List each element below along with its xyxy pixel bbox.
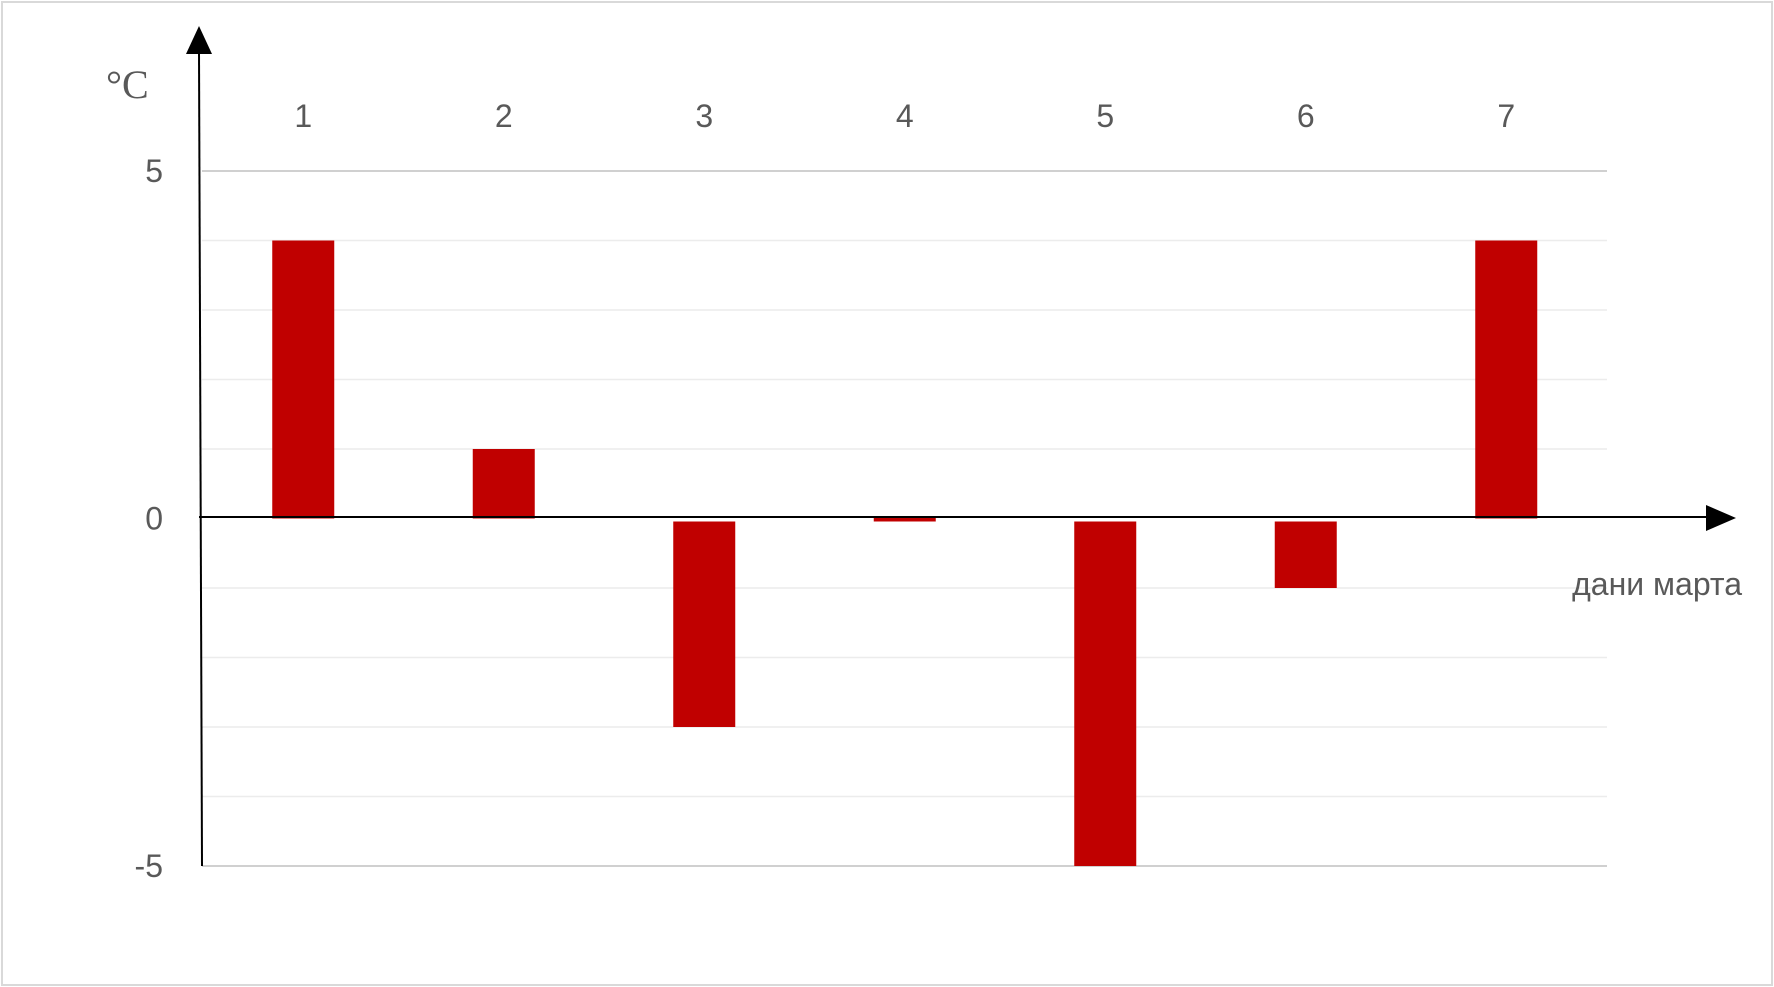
category-label: 3 xyxy=(695,98,713,134)
y-tick-label: -5 xyxy=(135,848,163,884)
axes xyxy=(186,26,1736,867)
y-axis-unit-label: °C xyxy=(106,62,149,107)
category-label: 5 xyxy=(1096,98,1114,134)
x-axis-label: дани марта xyxy=(1572,566,1742,602)
bar-day-3 xyxy=(673,521,736,727)
y-tick-label: 5 xyxy=(145,153,163,189)
category-label: 6 xyxy=(1297,98,1315,134)
gridlines xyxy=(202,170,1607,867)
category-label: 4 xyxy=(896,98,914,134)
labels: °C дани марта 5 0 -5 1 2 3 4 5 6 7 xyxy=(106,62,1742,884)
y-tick-label: 0 xyxy=(145,501,163,537)
category-label: 7 xyxy=(1497,98,1515,134)
category-label: 1 xyxy=(294,98,312,134)
bars xyxy=(272,240,1538,866)
bar-day-5 xyxy=(1074,521,1137,866)
bar-day-6 xyxy=(1274,521,1337,588)
y-axis-arrowhead xyxy=(186,26,212,54)
bar-day-2 xyxy=(472,449,535,519)
x-axis-arrowhead xyxy=(1706,505,1736,531)
bar-day-1 xyxy=(272,240,335,519)
bar-day-4 xyxy=(873,517,936,522)
y-axis-line xyxy=(198,51,203,867)
bar-day-7 xyxy=(1475,240,1538,519)
category-label: 2 xyxy=(495,98,513,134)
